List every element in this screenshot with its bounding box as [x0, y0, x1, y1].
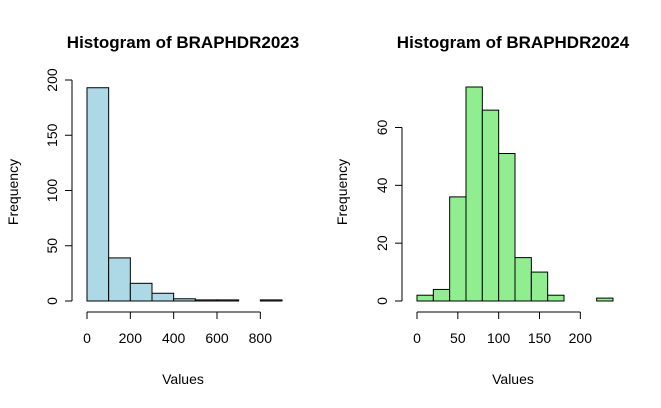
y-axis: 0 20 40 60	[374, 119, 403, 305]
y-tick-label: 40	[374, 177, 390, 193]
histogram-bar	[596, 297, 614, 302]
histogram-bar	[547, 294, 565, 302]
histogram-bar	[514, 257, 532, 302]
histogram-bar	[449, 196, 467, 302]
x-tick-label: 0	[413, 330, 421, 346]
y-tick-label: 50	[44, 238, 60, 254]
y-tick-label: 60	[374, 119, 390, 135]
histogram-bar	[173, 298, 196, 302]
y-axis-label: Frequency	[334, 159, 350, 225]
bars	[416, 86, 614, 302]
y-tick-label: 150	[44, 123, 60, 147]
x-tick-label: 200	[119, 330, 143, 346]
x-axis: 0 200 400 600 800	[83, 311, 273, 346]
chart-title: Histogram of BRAPHDR2024	[397, 33, 630, 52]
x-tick-label: 800	[249, 330, 273, 346]
histogram-bar	[86, 87, 110, 302]
histogram-bar	[530, 271, 549, 302]
histogram-bar	[216, 299, 240, 302]
histogram-bar	[432, 288, 451, 302]
histogram-panel-2024: Histogram of BRAPHDR2024 Values Frequenc…	[334, 33, 630, 387]
x-axis: 0 50 100 150 200	[413, 311, 593, 346]
x-tick-label: 50	[450, 330, 466, 346]
histogram-bar	[481, 109, 500, 302]
x-tick-label: 100	[487, 330, 511, 346]
histogram-bar	[129, 282, 153, 302]
histogram-bar	[151, 292, 175, 302]
x-axis-label: Values	[492, 371, 534, 387]
x-tick-label: 150	[528, 330, 552, 346]
x-tick-label: 600	[205, 330, 229, 346]
y-tick-label: 100	[44, 179, 60, 203]
histogram-panel-2023: Histogram of BRAPHDR2023 Values Frequenc…	[5, 33, 299, 387]
x-tick-label: 200	[569, 330, 593, 346]
histogram-bar	[194, 299, 218, 302]
histogram-bar	[259, 299, 283, 302]
y-tick-label: 0	[44, 297, 60, 305]
y-tick-label: 200	[44, 68, 60, 92]
histogram-bar	[498, 153, 516, 302]
histogram-bar	[465, 86, 483, 302]
x-axis-label: Values	[162, 371, 204, 387]
chart-title: Histogram of BRAPHDR2023	[67, 33, 299, 52]
y-axis: 0 50 100 150 200	[44, 68, 73, 305]
y-tick-label: 0	[374, 297, 390, 305]
x-tick-label: 400	[162, 330, 186, 346]
histogram-bar	[108, 257, 131, 302]
y-axis-label: Frequency	[5, 159, 21, 225]
y-tick-label: 20	[374, 235, 390, 251]
bars	[86, 87, 283, 302]
x-tick-label: 0	[83, 330, 91, 346]
histogram-bar	[416, 294, 434, 302]
